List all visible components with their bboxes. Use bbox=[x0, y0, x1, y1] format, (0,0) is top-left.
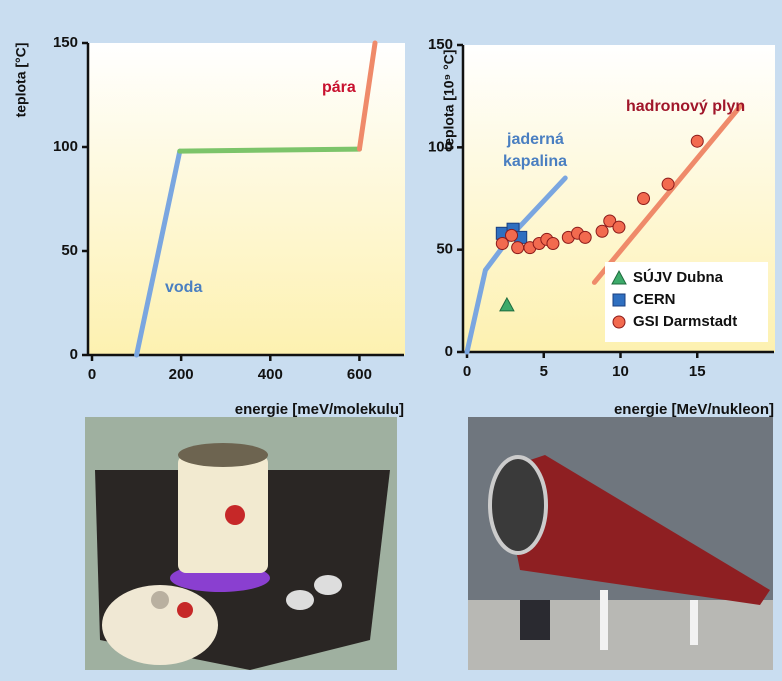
x-tick-label: 0 bbox=[88, 366, 96, 383]
legend-marker bbox=[613, 316, 625, 328]
x-tick-label: 200 bbox=[169, 366, 194, 383]
y-axis-title: teplota [10⁹ °C] bbox=[441, 50, 457, 151]
annotation: kapalina bbox=[503, 153, 567, 170]
circle-marker bbox=[638, 193, 650, 205]
y-tick-label: 50 bbox=[436, 241, 453, 258]
y-axis-title: teplota [°C] bbox=[13, 43, 29, 118]
circle-marker bbox=[506, 229, 518, 241]
x-axis-title: energie [meV/molekulu] bbox=[235, 401, 404, 418]
x-tick-label: 400 bbox=[258, 366, 283, 383]
legend-label: SÚJV Dubna bbox=[633, 268, 724, 286]
circle-marker bbox=[691, 135, 703, 147]
circle-marker bbox=[596, 225, 608, 237]
annotation: hadronový plyn bbox=[626, 98, 745, 115]
annotation: voda bbox=[165, 279, 202, 296]
photo-accelerator bbox=[468, 417, 773, 670]
circle-marker bbox=[512, 242, 524, 254]
circle-marker bbox=[613, 221, 625, 233]
photo-pot bbox=[85, 417, 397, 670]
y-tick-label: 150 bbox=[53, 34, 78, 51]
legend-label: CERN bbox=[633, 291, 676, 308]
circle-marker bbox=[579, 231, 591, 243]
x-axis-title: energie [MeV/nukleon] bbox=[614, 401, 774, 418]
circle-marker bbox=[662, 178, 674, 190]
x-tick-label: 5 bbox=[540, 363, 548, 380]
y-tick-label: 0 bbox=[445, 343, 453, 360]
x-tick-label: 0 bbox=[463, 363, 471, 380]
annotation: jaderná bbox=[506, 131, 564, 148]
x-tick-label: 600 bbox=[347, 366, 372, 383]
y-tick-label: 0 bbox=[70, 346, 78, 363]
page: {"chart_data": [ {"type": "line", "ylabe… bbox=[0, 0, 782, 681]
curve bbox=[180, 149, 360, 151]
plot-area bbox=[88, 43, 405, 355]
figure: 0501001500200400600teplota [°C]energie [… bbox=[0, 0, 782, 681]
y-tick-label: 100 bbox=[53, 138, 78, 155]
legend-label: GSI Darmstadt bbox=[633, 313, 737, 330]
annotation: pára bbox=[322, 79, 356, 96]
x-tick-label: 15 bbox=[689, 363, 706, 380]
circle-marker bbox=[547, 238, 559, 250]
legend-marker bbox=[613, 294, 625, 306]
x-tick-label: 10 bbox=[612, 363, 629, 380]
y-tick-label: 50 bbox=[61, 242, 78, 259]
